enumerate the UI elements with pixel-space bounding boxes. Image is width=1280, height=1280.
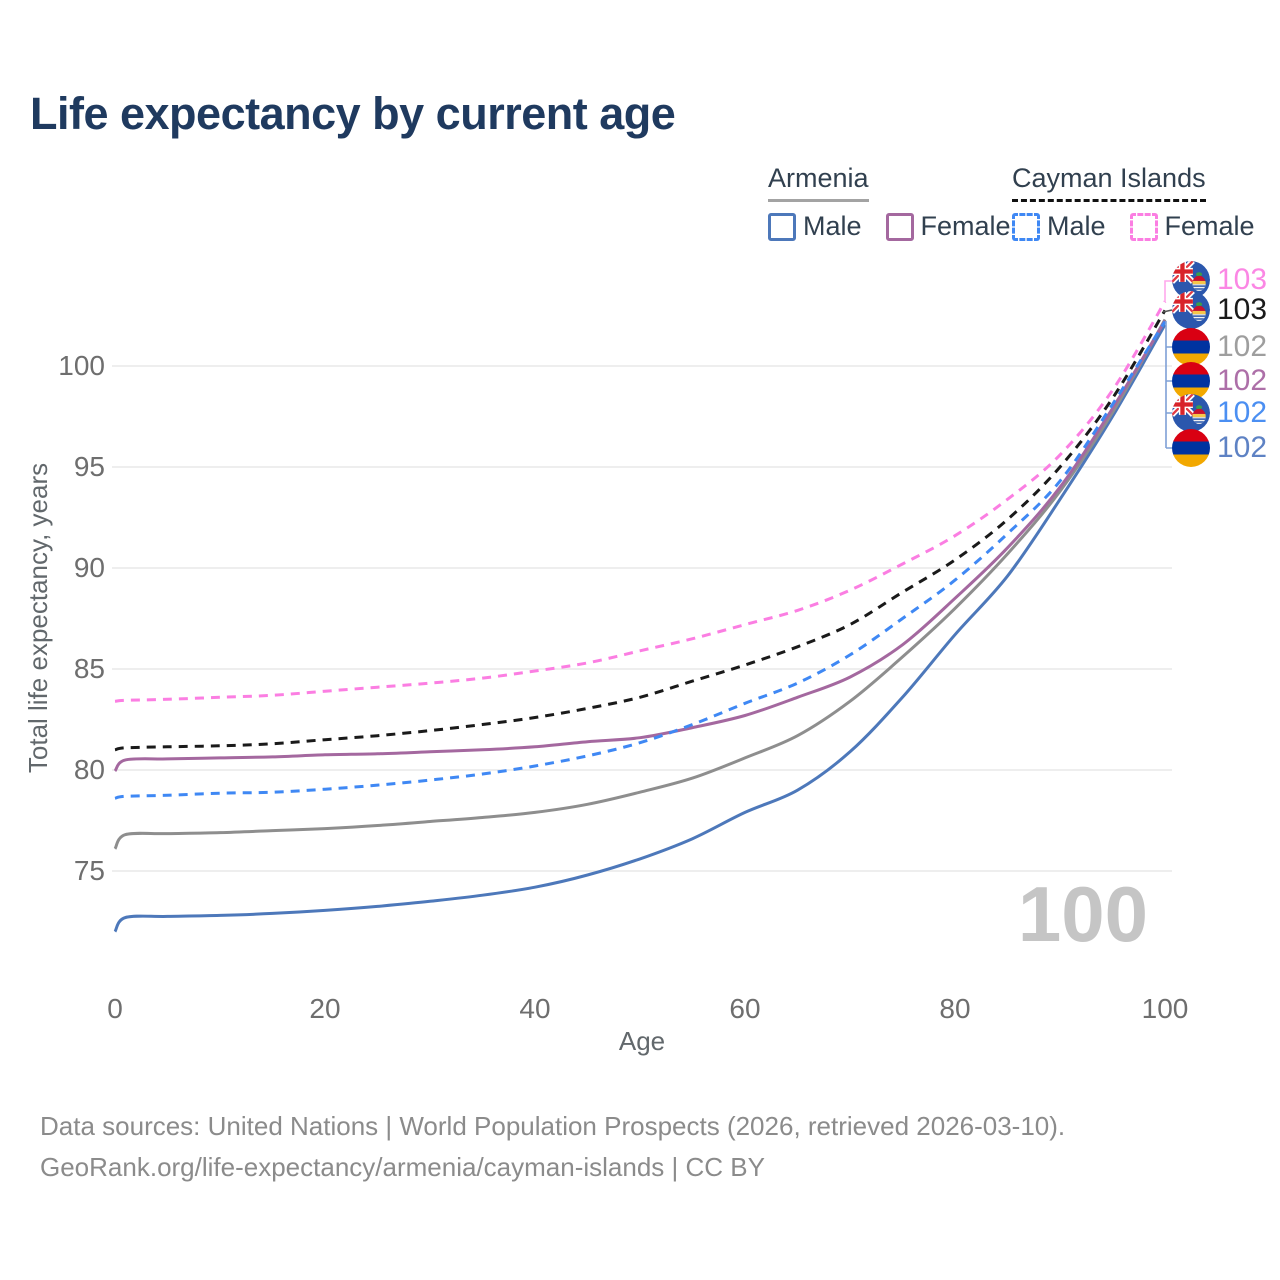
y-tick-label: 80 [74,754,105,785]
x-tick-label: 100 [1142,993,1189,1024]
armenia-flag-icon [1172,328,1210,366]
armenia-flag-icon [1172,362,1210,400]
armenia-flag-icon [1172,429,1210,467]
end-label-value: 102 [1217,431,1268,464]
cayman-islands-flag-icon [1172,394,1210,432]
page-title: Life expectancy by current age [30,88,676,139]
cayman-male-swatch-icon [1012,212,1040,241]
series-line-armenia-male [113,323,1167,933]
series-line-cayman-islands-total [114,309,1167,752]
end-label-value: 102 [1217,364,1268,397]
legend-label-cayman-female: Female [1164,211,1255,241]
end-label-row: 103 [1172,261,1267,299]
end-label-value: 102 [1217,396,1268,429]
cayman-female-swatch-icon [1129,212,1158,241]
legend-label-cayman-male: Male [1047,211,1106,241]
x-axis-title: Age [619,1026,665,1056]
end-label-row: 102 [1172,328,1267,366]
legend-group-cayman-islands: Cayman Islands Male Female [1012,163,1279,242]
legend-item-armenia-male[interactable]: Male [768,211,862,242]
legend-label-armenia-female: Female [920,211,1011,241]
end-label-row: 102 [1172,429,1267,467]
attribution-line: GeoRank.org/life-expectancy/armenia/caym… [40,1152,765,1182]
label-connector-bracket [1165,321,1172,449]
cayman-islands-flag-icon [1172,261,1210,299]
series-line-cayman-islands-female [114,300,1167,703]
armenia-female-swatch-icon [885,212,914,241]
x-tick-label: 20 [309,993,340,1024]
end-label-row: 102 [1172,394,1267,432]
legend-item-cayman-male[interactable]: Male [1012,211,1106,242]
x-tick-label: 80 [939,993,970,1024]
x-tick-label: 40 [519,993,550,1024]
label-connector-cayman-female [1164,280,1172,302]
end-label-value: 103 [1217,263,1268,296]
legend-item-cayman-female[interactable]: Female [1129,211,1255,242]
series-line-armenia-female [113,319,1167,773]
y-tick-label: 100 [58,350,105,381]
end-label-value: 103 [1217,293,1268,326]
series-line-cayman-islands-male [114,320,1167,800]
y-tick-label: 75 [74,855,105,886]
y-tick-label: 90 [74,552,105,583]
series-line-armenia-total [113,318,1167,850]
y-tick-label: 95 [74,451,105,482]
x-tick-label: 60 [729,993,760,1024]
legend-item-armenia-female[interactable]: Female [885,211,1011,242]
age-watermark: 100 [1018,870,1148,958]
armenia-male-swatch-icon [768,212,796,241]
y-tick-label: 85 [74,653,105,684]
footer: Data sources: United Nations | World Pop… [40,1106,1065,1188]
x-tick-label: 0 [107,993,123,1024]
end-label-row: 103 [1172,291,1267,329]
data-sources-line: Data sources: United Nations | World Pop… [40,1111,1066,1141]
end-label-value: 102 [1217,330,1268,363]
legend-label-armenia-male: Male [803,211,862,241]
legend-header-cayman-islands[interactable]: Cayman Islands [1012,163,1206,202]
cayman-islands-flag-icon [1172,291,1210,329]
legend-header-armenia[interactable]: Armenia [768,163,869,202]
label-connector-cayman-total [1162,309,1173,313]
end-label-row: 102 [1172,362,1267,400]
y-axis-title: Total life expectancy, years [23,463,53,773]
legend-group-armenia: Armenia Male Female [768,163,1035,242]
